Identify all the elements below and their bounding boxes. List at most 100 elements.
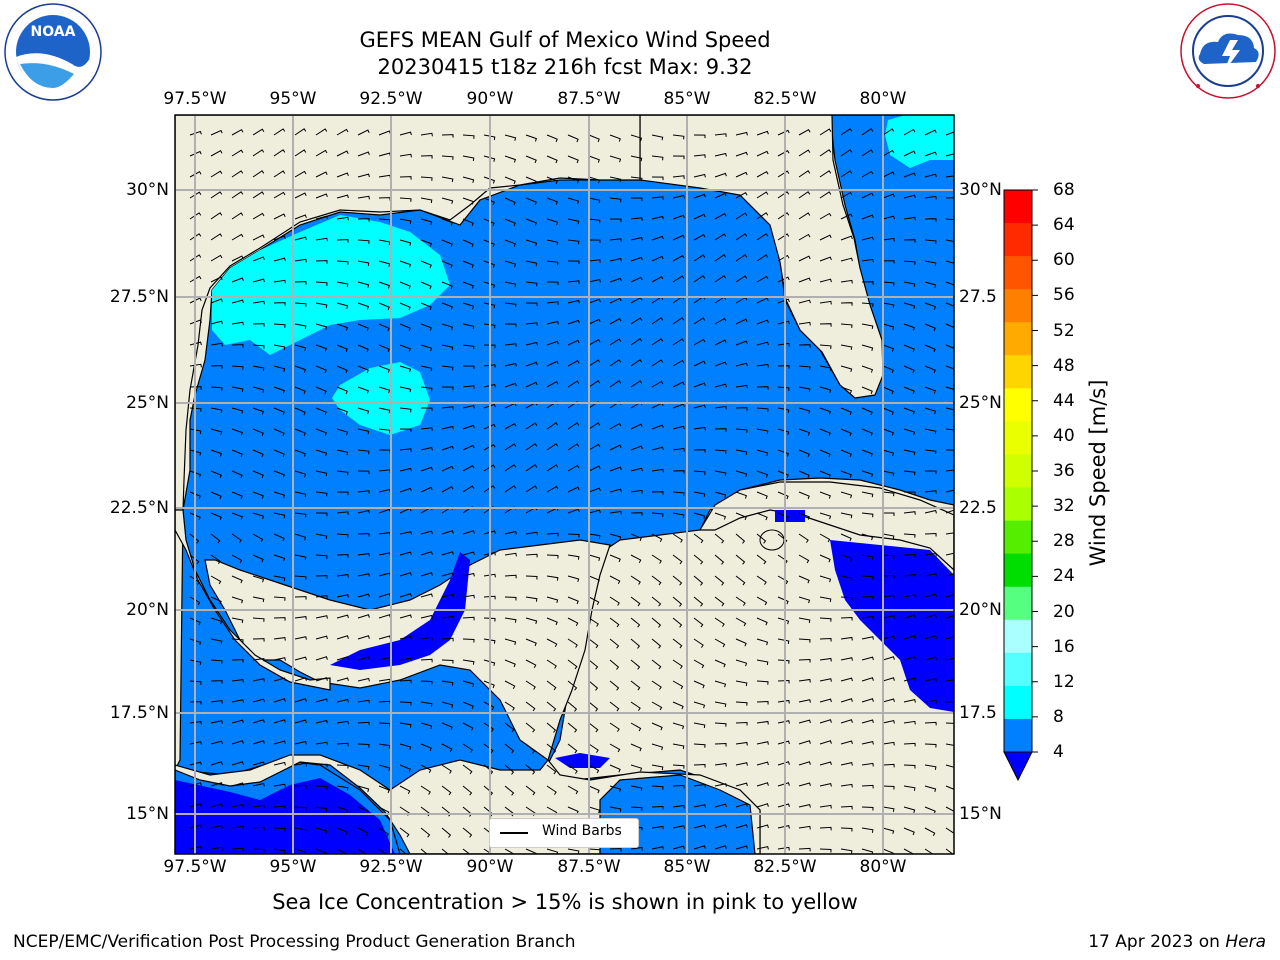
wind-barb xyxy=(273,302,286,306)
lat-tick-label-right: 30°N xyxy=(959,180,1002,200)
wind-barb xyxy=(588,259,601,263)
wind-barb xyxy=(651,512,664,517)
map-subtitle: 20230415 t18z 216h fcst Max: 9.32 xyxy=(377,55,753,79)
wind-barb xyxy=(672,617,683,628)
wind-barb xyxy=(441,722,453,731)
wind-barb xyxy=(798,740,811,745)
wind-barb xyxy=(777,638,790,645)
wind-barb xyxy=(315,470,328,477)
wind-barb xyxy=(336,511,349,515)
wind-barb xyxy=(777,617,790,625)
wind-barb xyxy=(693,701,706,709)
wind-barb xyxy=(840,805,853,810)
wind-barb xyxy=(420,407,433,412)
wind-barb xyxy=(651,215,664,220)
lon-tick-label: 82.5°W xyxy=(753,89,817,109)
wind-barb xyxy=(189,741,202,745)
wind-barb xyxy=(210,449,223,457)
wind-barb xyxy=(420,827,431,838)
wind-barb xyxy=(210,386,223,391)
wind-barb xyxy=(819,300,832,305)
wind-barb xyxy=(567,319,580,325)
wind-barb xyxy=(483,530,496,535)
wind-barb xyxy=(399,407,412,413)
wind-barb xyxy=(777,491,789,500)
wind-barb xyxy=(504,323,517,328)
wind-barb xyxy=(735,638,747,647)
wind-barb xyxy=(294,214,307,220)
wind-barb xyxy=(189,575,200,585)
wind-barb xyxy=(378,386,391,394)
wind-barb xyxy=(651,155,664,161)
wind-barb xyxy=(756,233,769,241)
wind-barb xyxy=(798,149,811,157)
wind-barb xyxy=(525,743,536,754)
wind-barb xyxy=(861,170,874,178)
wind-barb xyxy=(273,761,286,766)
wind-barb xyxy=(903,677,916,682)
wind-barb xyxy=(861,554,874,561)
colorbar-swatch xyxy=(1004,223,1032,257)
wind-barb xyxy=(294,365,307,373)
wind-barb xyxy=(525,381,538,388)
wind-barb xyxy=(672,470,685,474)
wind-barb xyxy=(567,486,580,493)
wind-barb xyxy=(630,317,643,325)
wind-barb xyxy=(861,365,874,373)
wind-barb xyxy=(630,596,641,607)
wind-barb xyxy=(294,784,307,789)
wind-barb xyxy=(756,803,769,808)
wind-barb xyxy=(441,218,454,226)
wind-barb xyxy=(525,361,538,367)
wind-barb xyxy=(714,233,727,241)
wind-barb xyxy=(819,761,832,766)
wind-barb xyxy=(651,805,664,810)
us-gulf-coast-land xyxy=(175,115,641,511)
wind-barb xyxy=(252,234,265,241)
wind-barb xyxy=(882,554,895,559)
wind-barb xyxy=(189,407,202,412)
wind-barb xyxy=(882,386,894,395)
wind-barb xyxy=(336,848,348,854)
wind-barb xyxy=(924,573,937,577)
wind-barb xyxy=(672,155,685,160)
wind-barb xyxy=(252,554,264,563)
wind-barb xyxy=(336,239,349,243)
wind-barb xyxy=(504,743,515,754)
wind-barb xyxy=(882,215,895,220)
wind-barb xyxy=(210,782,223,787)
colorbar-swatch xyxy=(1004,355,1032,389)
wind-barb xyxy=(210,596,222,605)
lon-tick-label: 80°W xyxy=(859,857,907,877)
wind-barb xyxy=(336,720,349,725)
wind-barb xyxy=(231,191,244,199)
wind-barb xyxy=(735,782,748,787)
wind-barb xyxy=(399,785,411,795)
wind-barb xyxy=(546,575,559,581)
wind-barb xyxy=(840,149,853,157)
wind-barb xyxy=(567,155,579,164)
wind-barb xyxy=(525,485,538,493)
gridlines xyxy=(175,115,954,854)
wind-barb xyxy=(651,359,664,367)
wind-barb xyxy=(609,238,622,242)
colorbar-swatch xyxy=(1004,520,1032,555)
wind-barb xyxy=(672,214,685,220)
wind-barb xyxy=(252,449,264,458)
wind-barb xyxy=(483,383,496,388)
wind-barb xyxy=(294,806,307,811)
wind-barb xyxy=(210,803,223,808)
wind-barb xyxy=(819,470,831,479)
wind-barb xyxy=(357,449,370,455)
wind-barb xyxy=(441,551,454,556)
lat-tick-label-right: 27.5 xyxy=(959,287,997,307)
wind-barb xyxy=(462,638,475,643)
wind-barb xyxy=(924,699,937,704)
wind-barb xyxy=(525,322,538,326)
wind-barb xyxy=(903,785,916,791)
wind-barb xyxy=(693,449,706,453)
wind-barb xyxy=(336,172,349,178)
wind-barb xyxy=(546,659,557,669)
wind-barb xyxy=(567,722,578,733)
wind-barb xyxy=(273,149,286,157)
